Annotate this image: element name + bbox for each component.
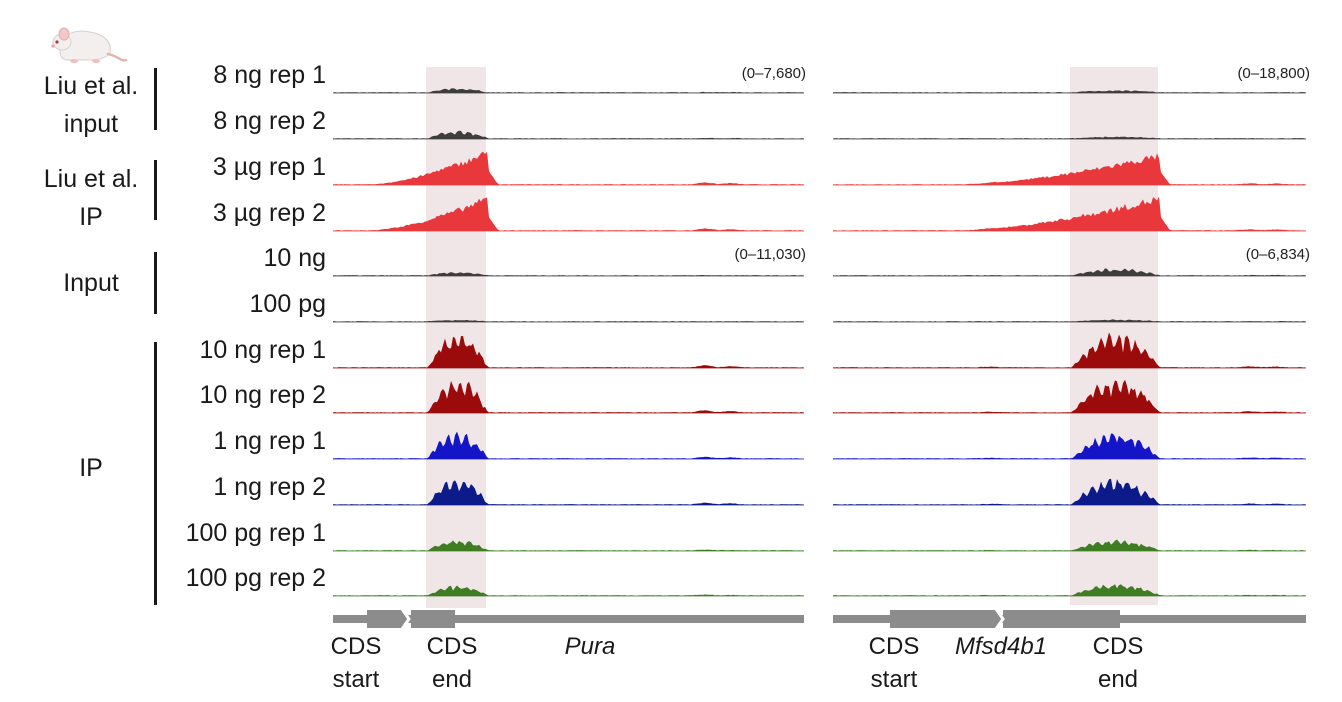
coverage-track-mfsd4b1 bbox=[833, 478, 1306, 505]
track-label: 1 ng rep 2 bbox=[213, 473, 326, 501]
group-bracket bbox=[154, 68, 157, 130]
group-bracket bbox=[154, 252, 157, 314]
track-range-label: (0–7,680) bbox=[741, 65, 806, 82]
coverage-track-mfsd4b1 bbox=[833, 268, 1306, 276]
coverage-track-pura bbox=[333, 380, 804, 413]
coverage-track-mfsd4b1 bbox=[833, 153, 1306, 185]
mouse-icon bbox=[44, 20, 128, 68]
coverage-track-mfsd4b1 bbox=[833, 379, 1306, 413]
gene-name: Mfsd4b1 bbox=[954, 633, 1048, 660]
gene-name: Pura bbox=[564, 633, 616, 660]
cds-start-label: start bbox=[870, 666, 918, 693]
coverage-track-mfsd4b1 bbox=[833, 196, 1306, 231]
cds-end-label: end bbox=[1097, 666, 1139, 693]
group-label: Liu et al. bbox=[43, 72, 139, 100]
track-label: 1 ng rep 1 bbox=[213, 427, 326, 455]
cds-end-label: CDS bbox=[1092, 633, 1144, 660]
coverage-track-pura bbox=[333, 431, 804, 459]
cds-end-label: CDS bbox=[426, 633, 478, 660]
coverage-track-pura bbox=[333, 480, 804, 505]
track-label: 100 pg rep 1 bbox=[185, 519, 326, 547]
coverage-track-pura bbox=[333, 88, 804, 93]
coverage-track-mfsd4b1 bbox=[833, 332, 1306, 368]
track-label: 100 pg bbox=[249, 290, 326, 318]
coverage-track-pura bbox=[333, 335, 804, 368]
group-label: IP bbox=[79, 454, 103, 482]
coverage-track-mfsd4b1 bbox=[833, 90, 1306, 93]
gene-exon bbox=[890, 610, 998, 628]
cds-end-label: end bbox=[431, 666, 473, 693]
track-label: 10 ng rep 2 bbox=[199, 381, 327, 409]
cds-end-highlight bbox=[426, 67, 486, 608]
group-label: Liu et al. bbox=[43, 165, 139, 193]
coverage-track-mfsd4b1 bbox=[833, 584, 1306, 596]
coverage-track-pura bbox=[333, 540, 804, 551]
coverage-track-pura bbox=[333, 319, 804, 322]
group-bracket bbox=[154, 342, 157, 605]
coverage-track-mfsd4b1 bbox=[833, 433, 1306, 459]
coverage-track-pura bbox=[333, 151, 804, 185]
track-range-label: (0–18,800) bbox=[1237, 65, 1310, 82]
group-label: IP bbox=[79, 203, 103, 231]
track-label: 10 ng bbox=[263, 244, 326, 272]
gene-exon bbox=[367, 610, 404, 628]
coverage-track-mfsd4b1 bbox=[833, 539, 1306, 551]
strand-chevron bbox=[400, 608, 411, 630]
coverage-track-pura bbox=[333, 130, 804, 139]
coverage-track-mfsd4b1 bbox=[833, 136, 1306, 139]
track-label: 10 ng rep 1 bbox=[199, 336, 327, 364]
cds-end-highlight bbox=[1070, 67, 1158, 605]
track-label: 8 ng rep 2 bbox=[213, 107, 326, 135]
track-label: 8 ng rep 1 bbox=[213, 61, 326, 89]
coverage-track-pura bbox=[333, 585, 804, 596]
group-label: Input bbox=[63, 269, 119, 297]
cds-start-label: CDS bbox=[330, 633, 382, 660]
gene-line bbox=[333, 615, 804, 623]
gene-exon bbox=[411, 610, 455, 628]
track-range-label: (0–11,030) bbox=[734, 246, 806, 263]
coverage-track-mfsd4b1 bbox=[833, 319, 1306, 322]
group-bracket bbox=[154, 160, 157, 220]
track-label: 3 µg rep 1 bbox=[212, 153, 326, 181]
cds-start-label: start bbox=[332, 666, 380, 693]
coverage-track-pura bbox=[333, 272, 804, 276]
group-label: input bbox=[63, 110, 119, 138]
coverage-track-pura bbox=[333, 197, 804, 231]
strand-chevron bbox=[994, 608, 1005, 630]
gene-exon bbox=[1003, 610, 1120, 628]
track-range-label: (0–6,834) bbox=[1245, 246, 1310, 263]
track-label: 100 pg rep 2 bbox=[185, 564, 326, 592]
cds-start-label: CDS bbox=[868, 633, 920, 660]
track-label: 3 µg rep 2 bbox=[212, 199, 326, 227]
